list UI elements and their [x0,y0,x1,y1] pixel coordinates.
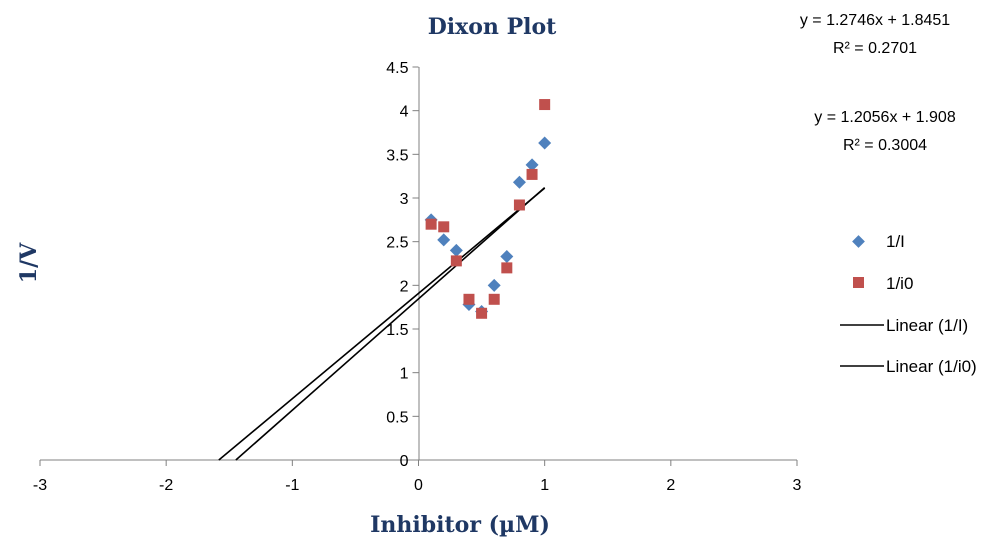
y-tick-label: 2 [400,278,409,295]
axes [40,67,797,461]
data-point-series-2 [425,218,437,230]
legend-item-1: 1/I [852,232,905,251]
y-tick-label: 1.5 [386,322,408,339]
y-axis-title: 1/V [16,242,42,283]
legend-marker-diamond [852,235,865,248]
data-point-series-2 [463,293,475,305]
trendline-equation-2: y = 1.2056x + 1.908 [814,109,956,126]
trendline-equation-1: y = 1.2746x + 1.8451 [800,12,950,29]
legend-marker-square [853,277,864,288]
data-point-series-1 [437,233,451,247]
data-point-series-2 [539,99,551,111]
x-tick-label: -3 [33,477,47,494]
data-point-series-1 [500,250,514,264]
y-tick-label: 2.5 [386,235,408,252]
x-tick-label: -2 [159,477,173,494]
data-point-series-2 [513,199,525,211]
data-point-series-1 [538,136,552,150]
legend-label-3: Linear (1/I) [886,316,968,335]
x-tick-label: -1 [285,477,299,494]
data-point-series-1 [525,158,539,172]
x-tick-label: 2 [666,477,675,494]
y-tick-label: 4 [400,104,409,121]
data-point-series-2 [450,255,462,267]
y-tick-label: 1 [400,366,409,383]
trendline-2 [218,187,546,461]
data-point-series-2 [488,293,500,305]
y-tick-label: 0.5 [386,409,408,426]
data-point-series-2 [476,307,488,319]
ticks: -3 -2 -1 0 1 2 3 0 0.5 1 1.5 2 2.5 3 3.5 4 4.5 [33,60,802,494]
y-tick-label: 3.5 [386,147,408,164]
legend-label-4: Linear (1/i0) [886,357,977,376]
data-point-series-2 [501,262,513,274]
x-axis-title: Inhibitor (µM) [370,512,550,538]
y-tick-label: 0 [400,453,409,470]
data-points [424,99,552,319]
trendline-r2-1: R² = 0.2701 [833,40,917,57]
chart-title: Dixon Plot [428,14,557,40]
legend-item-4: Linear (1/i0) [840,357,977,376]
legend-label-1: 1/I [886,232,905,251]
trendline-equations: y = 1.2746x + 1.8451 R² = 0.2701 y = 1.2… [800,12,956,154]
legend-label-2: 1/i0 [886,274,913,293]
x-tick-label: 3 [793,477,802,494]
y-tick-label: 4.5 [386,60,408,77]
data-point-series-1 [487,278,501,292]
legend: 1/I 1/i0 Linear (1/I) Linear (1/i0) [840,232,977,376]
data-point-series-1 [449,243,463,257]
legend-item-3: Linear (1/I) [840,316,968,335]
data-point-series-2 [438,221,450,233]
trendline-r2-2: R² = 0.3004 [843,137,927,154]
data-point-series-1 [512,175,526,189]
x-tick-label: 0 [414,477,423,494]
data-point-series-2 [526,168,538,180]
y-tick-label: 3 [400,191,409,208]
trendline-1 [235,186,546,461]
legend-item-2: 1/i0 [853,274,913,293]
x-tick-label: 1 [540,477,549,494]
trendlines [218,186,546,461]
